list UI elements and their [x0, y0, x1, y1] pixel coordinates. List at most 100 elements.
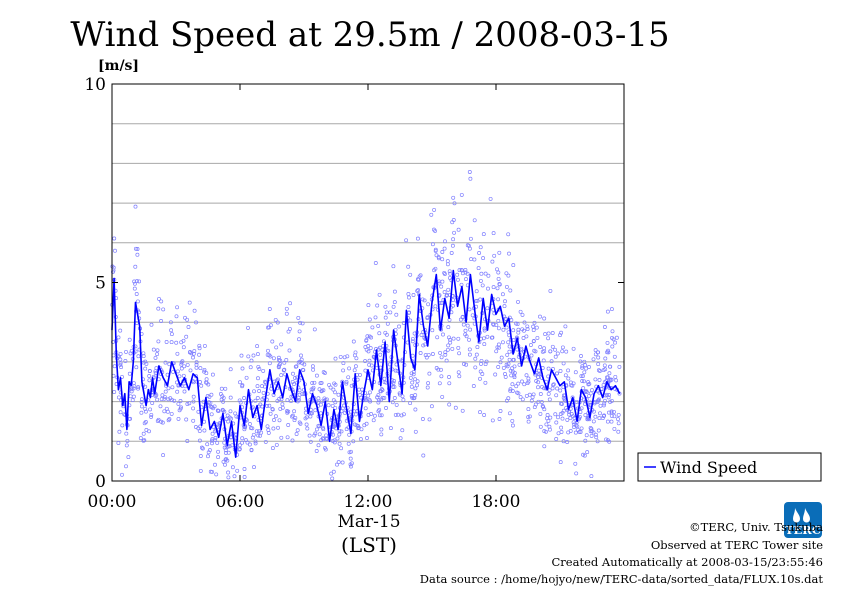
scatter-point: [409, 371, 414, 376]
scatter-point: [432, 268, 437, 273]
scatter-point: [175, 305, 180, 310]
scatter-point: [598, 411, 602, 416]
scatter-point: [437, 279, 442, 284]
scatter-point: [547, 397, 552, 402]
scatter-point: [261, 368, 266, 373]
scatter-point: [125, 438, 130, 443]
scatter-point: [117, 429, 122, 434]
scatter-point: [542, 407, 547, 412]
scatter-point: [284, 358, 289, 362]
scatter-point: [394, 312, 399, 317]
scatter-point: [502, 304, 507, 309]
scatter-point: [226, 450, 231, 455]
scatter-point: [289, 399, 293, 404]
scatter-point: [506, 273, 511, 278]
scatter-point: [184, 417, 189, 422]
scatter-point: [511, 328, 516, 333]
scatter-point: [536, 399, 541, 404]
scatter-point: [317, 387, 322, 392]
scatter-point: [571, 414, 575, 419]
scatter-point: [561, 361, 566, 366]
scatter-point: [388, 310, 393, 315]
scatter-point: [410, 380, 415, 385]
scatter-point: [333, 382, 338, 387]
scatter-point: [268, 323, 273, 328]
scatter-point: [207, 448, 212, 453]
scatter-point: [420, 297, 425, 302]
scatter-point: [596, 362, 601, 367]
scatter-point: [512, 375, 517, 380]
scatter-point: [318, 402, 323, 407]
scatter-point: [111, 269, 115, 274]
scatter-point: [508, 368, 513, 373]
scatter-point: [143, 420, 148, 424]
scatter-point: [274, 378, 279, 383]
scatter-point: [112, 236, 117, 241]
scatter-point: [345, 354, 350, 359]
scatter-point: [331, 398, 336, 403]
scatter-point: [139, 397, 144, 402]
scatter-point: [319, 438, 324, 443]
scatter-point: [303, 416, 308, 421]
scatter-point: [400, 428, 405, 433]
scatter-point: [238, 400, 243, 405]
scatter-point: [366, 393, 371, 398]
scatter-point: [455, 272, 460, 277]
scatter-point: [120, 472, 124, 477]
scatter-point: [249, 358, 254, 363]
scatter-point: [353, 350, 358, 355]
scatter-point: [279, 373, 284, 378]
scatter-point: [519, 346, 524, 351]
scatter-point: [238, 380, 242, 385]
y-axis-unit-label: [m/s]: [98, 58, 139, 74]
scatter-point: [545, 416, 549, 421]
scatter-point: [166, 386, 171, 391]
scatter-point: [609, 307, 614, 312]
scatter-point: [223, 450, 228, 455]
scatter-point: [216, 455, 221, 460]
scatter-point: [245, 440, 250, 445]
scatter-point: [406, 305, 411, 309]
scatter-point: [498, 409, 503, 413]
scatter-point: [178, 383, 183, 388]
scatter-point: [440, 250, 445, 254]
scatter-point: [559, 425, 564, 430]
scatter-point: [351, 339, 356, 344]
scatter-point: [148, 407, 153, 412]
scatter-point: [251, 432, 256, 437]
scatter-point: [581, 386, 586, 391]
scatter-point: [166, 397, 171, 402]
scatter-point: [234, 414, 239, 419]
scatter-point: [482, 328, 487, 333]
scatter-point: [153, 355, 158, 360]
scatter-point: [392, 396, 397, 400]
scatter-point: [150, 401, 155, 405]
scatter-point: [434, 253, 439, 258]
scatter-point: [606, 350, 611, 355]
scatter-point: [222, 440, 227, 445]
scatter-point: [509, 373, 514, 378]
scatter-point: [610, 335, 614, 340]
scatter-point: [442, 290, 447, 295]
scatter-point: [143, 409, 148, 414]
scatter-point: [427, 417, 432, 422]
scatter-point: [483, 380, 488, 385]
scatter-point: [273, 317, 278, 322]
scatter-point: [463, 270, 468, 275]
scatter-point: [574, 471, 579, 476]
scatter-point: [179, 362, 184, 367]
scatter-point: [490, 259, 495, 264]
scatter-point: [529, 398, 534, 403]
scatter-point: [275, 377, 280, 382]
scatter-point: [445, 259, 450, 264]
scatter-point: [364, 338, 369, 343]
scatter-point: [192, 308, 197, 313]
scatter-point: [288, 301, 293, 306]
scatter-point: [202, 428, 207, 433]
scatter-point: [421, 453, 426, 458]
scatter-point: [118, 357, 123, 362]
scatter-point: [213, 437, 218, 442]
scatter-point: [349, 464, 353, 469]
scatter-point: [456, 370, 461, 375]
scatter-point: [268, 411, 273, 416]
